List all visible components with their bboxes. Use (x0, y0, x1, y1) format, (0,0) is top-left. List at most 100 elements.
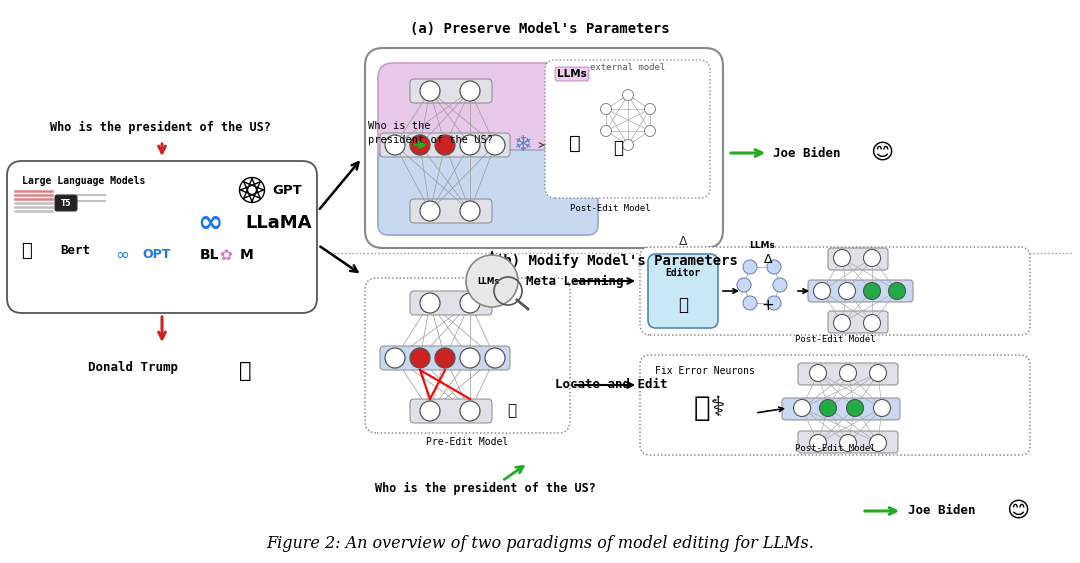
Text: ❄: ❄ (513, 135, 531, 155)
Circle shape (743, 260, 757, 274)
Text: Joe Biden: Joe Biden (908, 504, 975, 517)
Text: Pre-Edit Model: Pre-Edit Model (426, 437, 508, 447)
Text: 😊: 😊 (870, 143, 893, 163)
Circle shape (410, 348, 430, 368)
Text: external model: external model (591, 63, 665, 72)
FancyBboxPatch shape (410, 399, 492, 423)
Circle shape (465, 255, 518, 307)
Text: Who is the
president of the US?: Who is the president of the US? (368, 122, 492, 145)
Circle shape (460, 293, 480, 313)
Text: Locate and Edit: Locate and Edit (555, 378, 667, 391)
Circle shape (834, 249, 851, 266)
Text: +: + (761, 297, 774, 312)
Circle shape (767, 296, 781, 310)
Circle shape (794, 400, 810, 417)
Text: LLMs: LLMs (477, 276, 499, 285)
FancyBboxPatch shape (6, 161, 318, 313)
Circle shape (839, 364, 856, 382)
Circle shape (874, 400, 891, 417)
Text: T5: T5 (60, 199, 71, 208)
Text: 👨‍⚕️: 👨‍⚕️ (694, 394, 726, 422)
Circle shape (600, 104, 611, 114)
Circle shape (869, 364, 887, 382)
Circle shape (864, 283, 880, 300)
Circle shape (864, 249, 880, 266)
Text: ✿: ✿ (219, 248, 232, 262)
FancyBboxPatch shape (380, 133, 510, 157)
Text: Who is the president of the US?: Who is the president of the US? (375, 481, 596, 494)
Circle shape (810, 435, 826, 452)
Circle shape (410, 135, 430, 155)
FancyBboxPatch shape (640, 355, 1030, 455)
Text: LLMs: LLMs (750, 240, 775, 249)
FancyBboxPatch shape (410, 199, 492, 223)
FancyBboxPatch shape (55, 195, 77, 211)
Text: LLMs: LLMs (557, 69, 586, 79)
Circle shape (889, 283, 905, 300)
Circle shape (435, 135, 455, 155)
Circle shape (460, 135, 480, 155)
Text: 🔥: 🔥 (678, 296, 688, 314)
FancyBboxPatch shape (782, 398, 900, 420)
Text: Editor: Editor (665, 268, 701, 278)
Circle shape (600, 126, 611, 136)
FancyBboxPatch shape (640, 247, 1030, 335)
Circle shape (645, 104, 656, 114)
Text: GPT: GPT (272, 184, 301, 196)
Circle shape (460, 401, 480, 421)
Circle shape (773, 278, 787, 292)
Text: LLaMA: LLaMA (245, 214, 311, 232)
Circle shape (810, 364, 826, 382)
Circle shape (838, 283, 855, 300)
Text: Post-Edit Model: Post-Edit Model (795, 335, 875, 344)
Circle shape (384, 135, 405, 155)
Circle shape (864, 315, 880, 332)
Text: Meta Learning: Meta Learning (526, 274, 624, 288)
FancyBboxPatch shape (828, 248, 888, 270)
Text: 🙁: 🙁 (239, 361, 252, 381)
Circle shape (460, 81, 480, 101)
FancyBboxPatch shape (808, 280, 913, 302)
Circle shape (839, 435, 856, 452)
Circle shape (485, 135, 505, 155)
Circle shape (622, 140, 634, 150)
Circle shape (420, 81, 440, 101)
Circle shape (869, 435, 887, 452)
Circle shape (737, 278, 751, 292)
Text: Δ: Δ (678, 235, 687, 248)
FancyBboxPatch shape (798, 431, 897, 453)
Circle shape (485, 348, 505, 368)
FancyBboxPatch shape (410, 291, 492, 315)
Text: (a) Preserve Model's Parameters: (a) Preserve Model's Parameters (410, 22, 670, 36)
Text: BL: BL (200, 248, 219, 262)
Text: 🐝: 🐝 (22, 242, 32, 260)
Circle shape (420, 401, 440, 421)
Text: 🔥: 🔥 (613, 139, 623, 157)
Text: 🔧: 🔧 (508, 404, 516, 418)
Text: Post-Edit Model: Post-Edit Model (569, 204, 650, 213)
Circle shape (847, 400, 864, 417)
Text: 😊: 😊 (1007, 501, 1029, 521)
Text: Bert: Bert (60, 244, 90, 257)
FancyBboxPatch shape (545, 60, 710, 198)
FancyBboxPatch shape (648, 254, 718, 328)
Circle shape (813, 283, 831, 300)
FancyBboxPatch shape (410, 79, 492, 103)
Text: Joe Biden: Joe Biden (773, 146, 840, 159)
FancyBboxPatch shape (378, 63, 598, 235)
Circle shape (820, 400, 837, 417)
Text: ∞: ∞ (198, 208, 222, 238)
Circle shape (767, 260, 781, 274)
FancyBboxPatch shape (798, 363, 897, 385)
Circle shape (834, 315, 851, 332)
Circle shape (743, 296, 757, 310)
Text: ∞: ∞ (116, 246, 129, 264)
Text: Figure 2: An overview of two paradigms of model editing for LLMs.: Figure 2: An overview of two paradigms o… (266, 534, 814, 552)
Text: (b) Modify Model's Parameters: (b) Modify Model's Parameters (495, 254, 738, 268)
FancyBboxPatch shape (365, 48, 723, 248)
Circle shape (420, 293, 440, 313)
FancyBboxPatch shape (828, 311, 888, 333)
Text: OPT: OPT (141, 248, 171, 261)
Circle shape (460, 348, 480, 368)
FancyBboxPatch shape (365, 278, 570, 433)
